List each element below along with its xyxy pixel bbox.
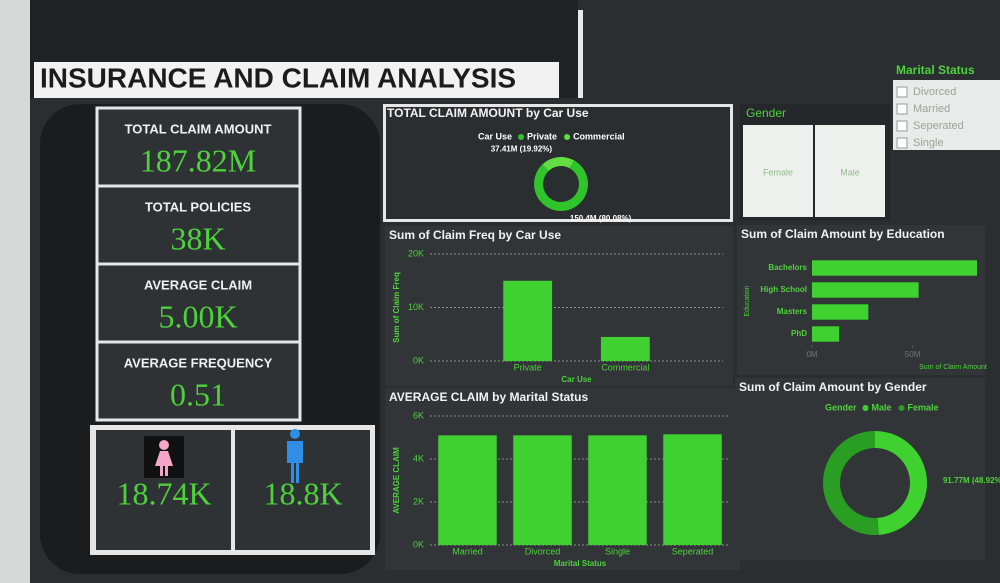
kpi-card <box>95 262 302 344</box>
bar <box>812 260 977 276</box>
chart-panel <box>737 225 985 375</box>
y-tick-label: 4K <box>413 453 424 463</box>
side-strip <box>0 0 30 583</box>
bar <box>600 336 650 361</box>
x-tick-label: Commercial <box>601 362 649 372</box>
title-band <box>34 62 559 98</box>
chart-title: TOTAL CLAIM AMOUNT by Car Use <box>387 106 589 120</box>
x-tick-label: Married <box>452 546 483 556</box>
y-tick-label: 20K <box>408 248 424 258</box>
female-icon-head <box>159 440 169 450</box>
legend-label: Private <box>527 131 557 141</box>
divider <box>578 10 583 98</box>
y-tick-label: 0K <box>413 355 424 365</box>
bar <box>812 304 869 320</box>
chart-title: Sum of Claim Freq by Car Use <box>389 228 561 242</box>
data-label: 91.77M (48.92%) <box>943 476 1000 485</box>
x-axis-label: Marital Status <box>554 559 607 568</box>
chart-panel <box>385 226 733 386</box>
slicer-option: Single <box>913 137 944 149</box>
kpi-value: 5.00K <box>158 298 237 334</box>
chart-title: Sum of Claim Amount by Education <box>741 227 945 241</box>
legend-dot <box>862 405 869 411</box>
legend-dot <box>564 134 571 140</box>
slicer-checkbox[interactable] <box>896 120 908 132</box>
bar <box>513 435 572 545</box>
kpi-label: TOTAL CLAIM AMOUNT <box>125 121 272 136</box>
legend-title: Car Use <box>478 131 512 141</box>
gender-card-value: 18.8K <box>263 475 342 511</box>
data-label: 37.41M (19.92%) <box>491 144 553 153</box>
y-axis-label: AVERAGE CLAIM <box>392 447 401 514</box>
slicer-option: Male <box>840 167 860 177</box>
data-label: 150.4M (80.08%) <box>570 214 632 223</box>
female-icon-body <box>155 451 173 476</box>
slicer-checkbox[interactable] <box>896 137 908 149</box>
kpi-card <box>95 106 302 188</box>
x-tick-label: Single <box>605 546 630 556</box>
y-tick-label: PhD <box>791 329 807 338</box>
kpi-label: TOTAL POLICIES <box>145 199 252 214</box>
chart-title: AVERAGE CLAIM by Marital Status <box>389 390 588 404</box>
bar <box>663 434 722 545</box>
bar <box>438 435 497 545</box>
x-axis-label: Car Use <box>561 375 592 384</box>
donut-slice <box>534 160 589 211</box>
slicer-option: Seperated <box>913 120 964 132</box>
kpi-card <box>95 184 302 266</box>
x-tick-label: 50M <box>905 350 921 359</box>
donut-slice <box>542 156 574 171</box>
gender-card-value: 18.74K <box>116 475 211 511</box>
slicer-option: Divorced <box>913 86 956 98</box>
legend-label: Female <box>908 402 939 412</box>
chart-title: Sum of Claim Amount by Gender <box>739 380 927 394</box>
legend-dot <box>518 134 525 140</box>
slicer-option: Female <box>763 167 793 177</box>
x-tick-label: Seperated <box>672 546 714 556</box>
y-tick-label: Masters <box>777 307 808 316</box>
y-axis-label: Sum of Claim Freq <box>392 272 401 343</box>
kpi-value: 187.82M <box>140 142 256 178</box>
slicer-panel <box>893 80 1000 150</box>
x-tick-label: Private <box>514 362 542 372</box>
slicer-title: Marital Status <box>896 63 975 77</box>
kpi-value: 0.51 <box>170 376 226 412</box>
kpi-label: AVERAGE CLAIM <box>144 277 252 292</box>
slicer-tile[interactable] <box>743 125 813 217</box>
y-tick-label: 6K <box>413 410 424 420</box>
slicer-checkbox[interactable] <box>896 86 908 98</box>
y-tick-label: 2K <box>413 496 424 506</box>
y-axis-label: Education <box>744 285 751 316</box>
legend-dot <box>898 405 905 411</box>
y-tick-label: 10K <box>408 302 424 312</box>
y-tick-label: 0K <box>413 539 424 549</box>
y-tick-label: Bachelors <box>768 263 807 272</box>
slicer-title: Gender <box>746 106 786 120</box>
donut-slice <box>875 431 928 535</box>
male-icon-head <box>290 429 300 439</box>
bar <box>812 282 919 298</box>
kpi-value: 38K <box>170 220 225 256</box>
kpi-card <box>95 340 302 422</box>
legend-title: Gender <box>825 402 857 412</box>
slicer-option: Married <box>913 103 950 115</box>
dashboard-title: INSURANCE AND CLAIM ANALYSIS <box>40 62 516 93</box>
bar <box>588 435 647 545</box>
x-axis-label: Sum of Claim Amount <box>919 364 987 371</box>
bar <box>503 280 553 361</box>
donut-slice <box>823 431 879 535</box>
male-icon-body <box>287 441 303 483</box>
bar <box>812 326 840 342</box>
x-tick-label: 0M <box>806 350 817 359</box>
legend-label: Male <box>872 402 892 412</box>
slicer-tile[interactable] <box>815 125 885 217</box>
legend-label: Commercial <box>573 131 625 141</box>
y-tick-label: High School <box>760 285 807 294</box>
slicer-checkbox[interactable] <box>896 103 908 115</box>
x-tick-label: Divorced <box>525 546 561 556</box>
kpi-label: AVERAGE FREQUENCY <box>124 355 273 370</box>
